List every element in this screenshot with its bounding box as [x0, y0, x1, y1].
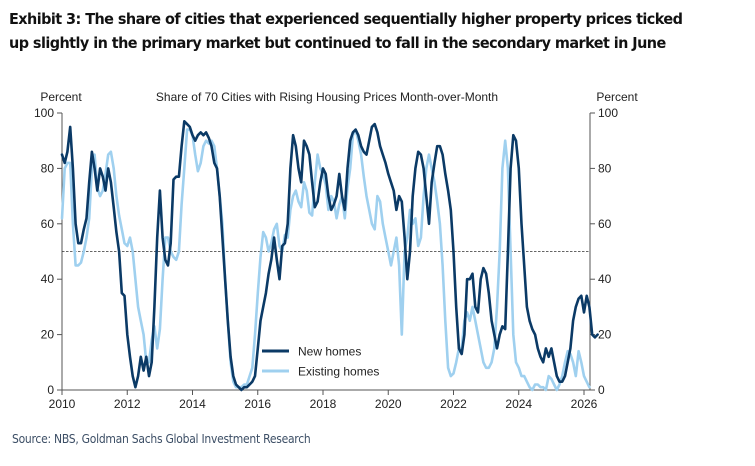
y-tick-label-right: 0	[598, 383, 605, 397]
y-tick-label-right: 100	[598, 106, 618, 120]
x-tick-label: 2018	[310, 397, 337, 411]
y-tick-label-left: 60	[41, 217, 55, 231]
x-tick-label: 2020	[375, 397, 402, 411]
x-tick-label: 2024	[505, 397, 532, 411]
y-tick-label-left: 40	[41, 272, 55, 286]
y-tick-label-left: 20	[41, 328, 55, 342]
x-tick-label: 2026	[571, 397, 598, 411]
x-tick-label: 2016	[244, 397, 271, 411]
x-tick-label: 2012	[114, 397, 141, 411]
y-tick-label-right: 40	[598, 272, 612, 286]
right-axis-label: Percent	[596, 90, 638, 104]
exhibit-title: Exhibit 3: The share of cities that expe…	[9, 10, 683, 52]
legend: New homes Existing homes	[262, 345, 379, 379]
y-tick-label-right: 20	[598, 328, 612, 342]
chart-title: Share of 70 Cities with Rising Housing P…	[156, 90, 498, 104]
source-note: Source: NBS, Goldman Sachs Global Invest…	[12, 432, 311, 446]
legend-label-existing-homes: Existing homes	[298, 365, 379, 379]
series-layer	[60, 120, 599, 392]
x-tick-label: 2022	[440, 397, 467, 411]
legend-label-new-homes: New homes	[298, 345, 361, 359]
y-tick-label-left: 0	[47, 383, 54, 397]
series-line-existing-homes	[60, 128, 591, 392]
x-tick-label: 2014	[179, 397, 206, 411]
series-line-new-homes	[60, 120, 599, 392]
left-axis-label: Percent	[40, 90, 82, 104]
y-tick-label-right: 80	[598, 161, 612, 175]
y-tick-label-right: 60	[598, 217, 612, 231]
y-tick-label-left: 80	[41, 161, 55, 175]
y-tick-label-left: 100	[34, 106, 54, 120]
x-tick-label: 2010	[49, 397, 76, 411]
